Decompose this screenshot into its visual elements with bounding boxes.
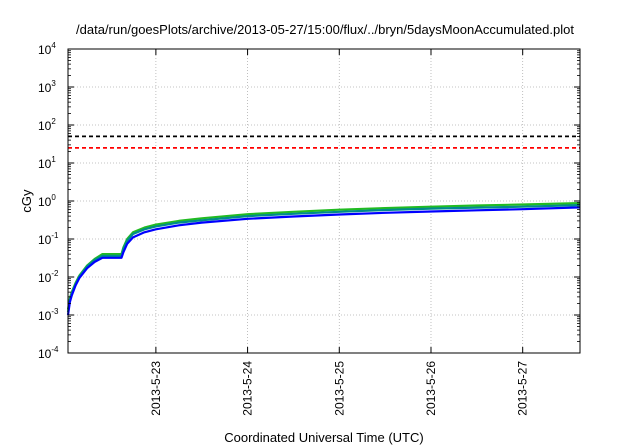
y-tick-label: 10-3 bbox=[38, 307, 59, 323]
x-tick-label: 2013-5-25 bbox=[332, 361, 346, 416]
grid bbox=[68, 49, 580, 353]
dose-line-4 bbox=[66, 206, 581, 316]
y-tick-label: 103 bbox=[38, 79, 56, 95]
x-tick-label: 2013-5-26 bbox=[424, 361, 438, 416]
y-tick-label: 100 bbox=[38, 193, 56, 209]
dose-line-2 bbox=[66, 202, 581, 310]
y-axis-label: cGy bbox=[19, 189, 34, 213]
series-layer bbox=[66, 135, 581, 316]
y-tick-label: 10-2 bbox=[38, 269, 59, 285]
y-tick-label: 10-1 bbox=[38, 231, 59, 247]
x-axis: 2013-5-23 2013-5-24 2013-5-25 2013-5-26 2013… bbox=[149, 49, 530, 416]
x-tick-label: 2013-5-23 bbox=[149, 361, 163, 416]
y-axis: 10-4 10-3 10-2 10-1 100 101 102 103 104 bbox=[38, 41, 580, 361]
x-axis-label: Coordinated Universal Time (UTC) bbox=[224, 430, 423, 445]
x-tick-label: 2013-5-27 bbox=[516, 361, 530, 416]
dose-line-3 bbox=[66, 204, 581, 313]
y-tick-label: 10-4 bbox=[38, 345, 59, 361]
chart-title: /data/run/goesPlots/archive/2013-05-27/1… bbox=[76, 22, 574, 37]
y-tick-label: 102 bbox=[38, 117, 56, 133]
y-tick-label: 101 bbox=[38, 155, 56, 171]
x-tick-label: 2013-5-24 bbox=[241, 361, 255, 416]
y-tick-label: 104 bbox=[38, 41, 56, 57]
